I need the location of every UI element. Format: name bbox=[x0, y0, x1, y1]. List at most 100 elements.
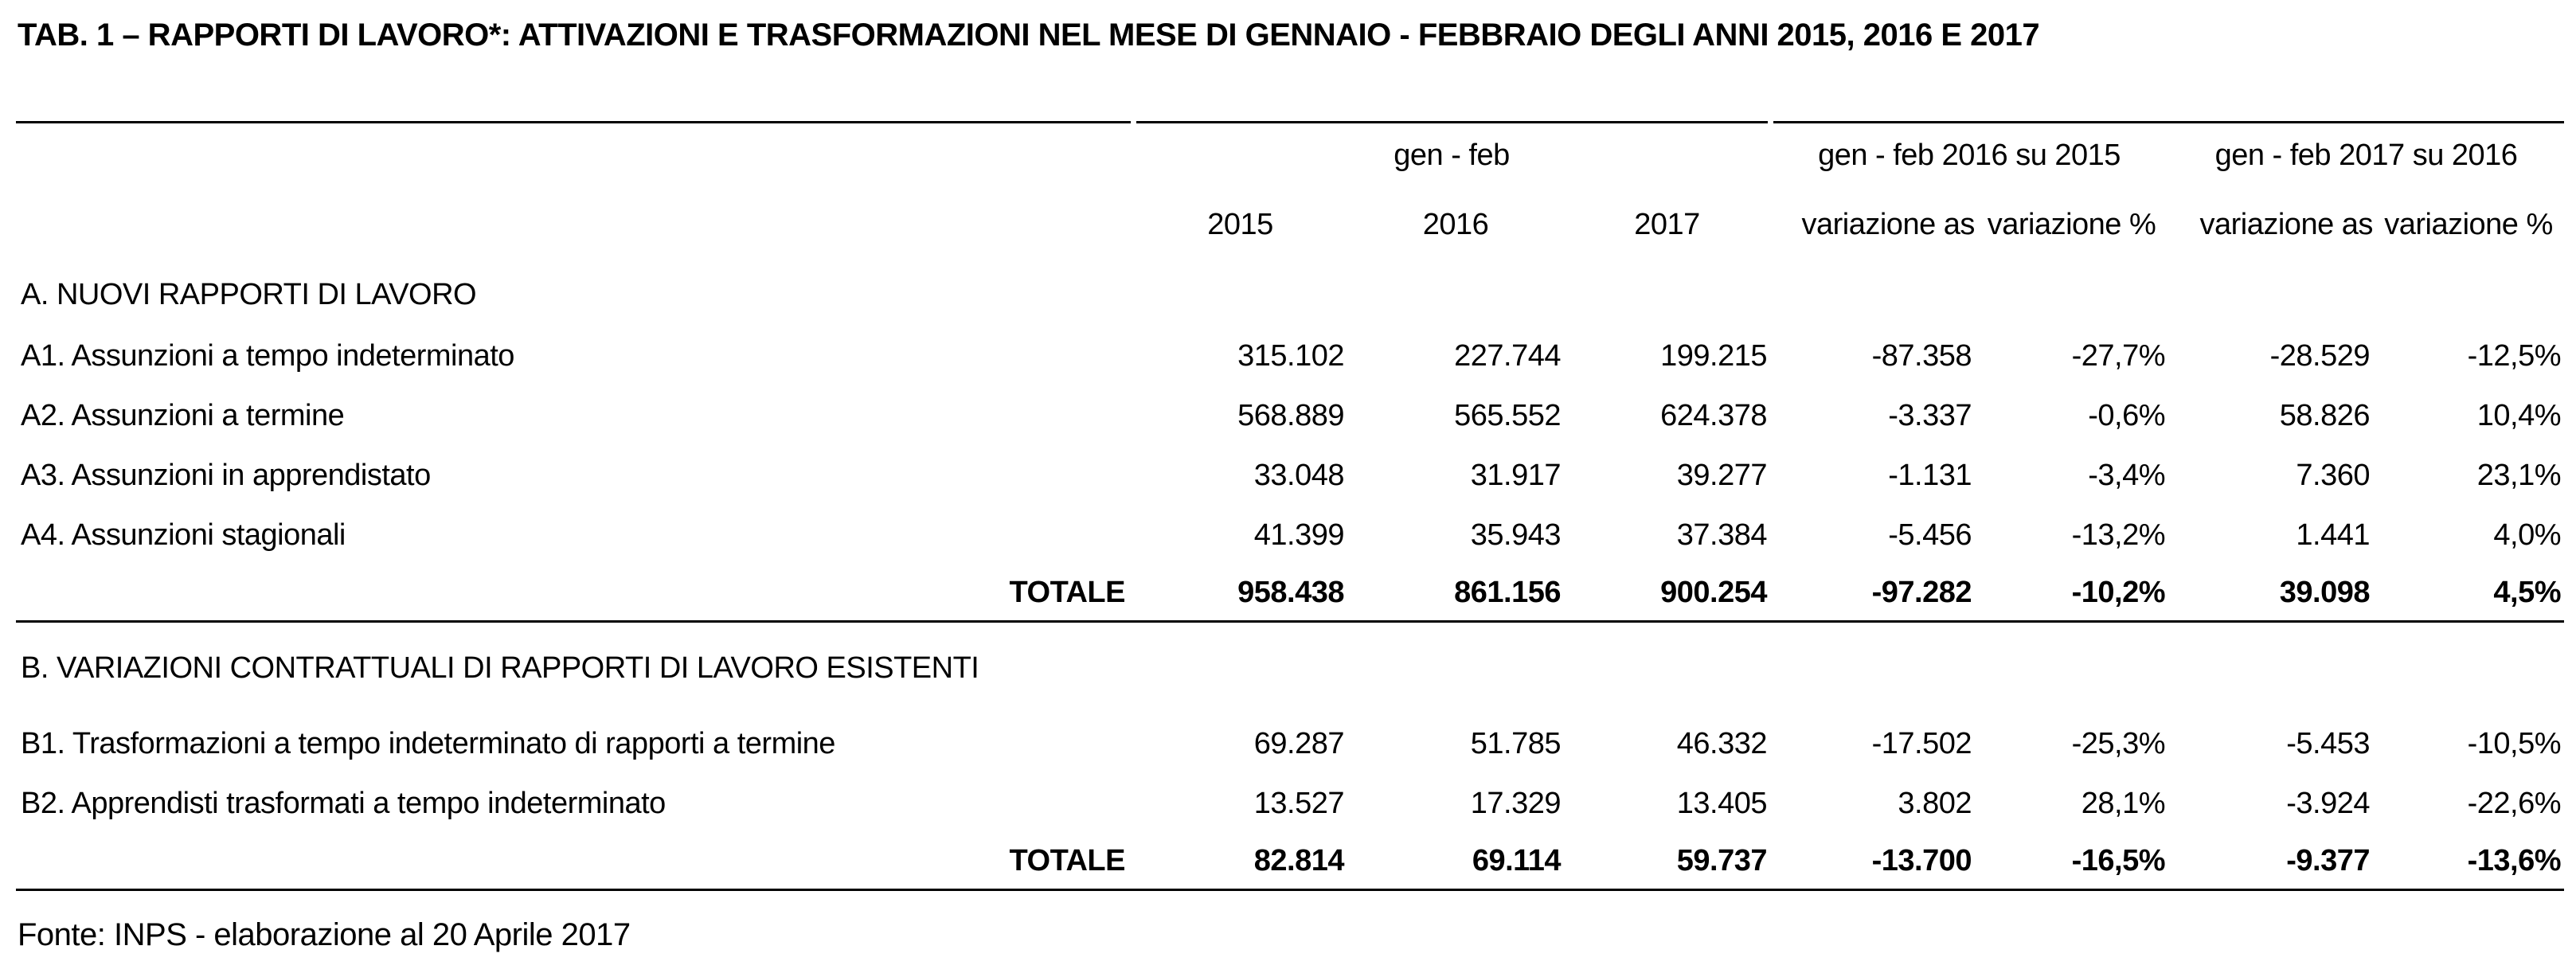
col-header-label: variazione assoluta bbox=[2199, 208, 2374, 242]
value-cell: 35.943 bbox=[1470, 518, 1562, 552]
table-top-rule-segment bbox=[1136, 121, 1768, 123]
total-value-cell: -97.282 bbox=[1770, 565, 1975, 623]
row-label: A1. Assunzioni a tempo indeterminato bbox=[21, 339, 514, 373]
value-cell: 17.329 bbox=[1470, 787, 1562, 820]
table-top-rule-segment bbox=[1773, 121, 2564, 123]
value-cell: 13.527 bbox=[1253, 787, 1345, 820]
row-label: A3. Assunzioni in apprendistato bbox=[21, 459, 431, 492]
row-label: B1. Trasformazioni a tempo indeterminato… bbox=[21, 727, 835, 760]
total-row: TOTALE 958.438 861.156 900.254 -97.282 -… bbox=[16, 565, 2564, 623]
section-b-heading: B. VARIAZIONI CONTRATTUALI DI RAPPORTI D… bbox=[21, 651, 979, 685]
total-value-cell: -13.700 bbox=[1770, 834, 1975, 891]
value-cell: 10,4% bbox=[2476, 399, 2562, 432]
value-cell: 31.917 bbox=[1470, 459, 1562, 492]
col-header-variazione-assoluta: variazione assoluta bbox=[2168, 187, 2374, 263]
value-cell: -12,5% bbox=[2467, 339, 2562, 373]
value-cell: -1.131 bbox=[1888, 459, 1972, 492]
table-row: A3. Assunzioni in apprendistato 33.048 3… bbox=[16, 446, 2564, 506]
value-cell: -13,2% bbox=[2071, 518, 2166, 552]
col-header-label: variazione assoluta bbox=[1801, 208, 1976, 242]
total-value-cell: -9.377 bbox=[2168, 834, 2373, 891]
table-row: B1. Trasformazioni a tempo indeterminato… bbox=[16, 714, 2564, 774]
value-cell: 3.802 bbox=[1898, 787, 1972, 820]
value-cell: -27,7% bbox=[2071, 339, 2166, 373]
header-spacer bbox=[16, 187, 1133, 263]
row-label: B2. Apprendisti trasformati a tempo inde… bbox=[21, 787, 666, 820]
col-header-label: variazione % bbox=[2384, 208, 2553, 242]
value-cell: 13.405 bbox=[1676, 787, 1768, 820]
value-cell: 565.552 bbox=[1454, 399, 1561, 432]
value-cell: -28.529 bbox=[2269, 339, 2371, 373]
section-heading-row: B. VARIAZIONI CONTRATTUALI DI RAPPORTI D… bbox=[16, 621, 2564, 714]
value-cell: -3.337 bbox=[1888, 399, 1972, 432]
page-title: TAB. 1 – RAPPORTI DI LAVORO*: ATTIVAZION… bbox=[18, 18, 2040, 53]
value-cell: 41.399 bbox=[1253, 518, 1345, 552]
col-header-label: variazione % bbox=[1987, 208, 2156, 242]
col-header-2017: 2017 bbox=[1634, 208, 1700, 241]
value-cell: 51.785 bbox=[1470, 727, 1562, 760]
total-value-cell: 900.254 bbox=[1564, 565, 1770, 623]
col-header-2015: 2015 bbox=[1207, 208, 1273, 241]
total-value-cell: 39.098 bbox=[2168, 565, 2373, 623]
value-cell: -0,6% bbox=[2088, 399, 2165, 432]
value-cell: 199.215 bbox=[1660, 339, 1767, 373]
value-cell: 58.826 bbox=[2279, 399, 2371, 432]
total-value-cell: -10,2% bbox=[1975, 565, 2168, 623]
header-spacer bbox=[16, 123, 1133, 187]
value-cell: 39.277 bbox=[1676, 459, 1768, 492]
row-label: A2. Assunzioni a termine bbox=[21, 399, 345, 432]
section-heading-row: A. NUOVI RAPPORTI DI LAVORO bbox=[16, 263, 2564, 326]
totale-label: TOTALE bbox=[16, 834, 1133, 891]
total-value-cell: 4,5% bbox=[2373, 565, 2564, 623]
table-row: A4. Assunzioni stagionali 41.399 35.943 … bbox=[16, 506, 2564, 565]
value-cell: 624.378 bbox=[1660, 399, 1767, 432]
labor-relations-table: gen - feb gen - feb 2016 su 2015 gen - f… bbox=[16, 123, 2564, 891]
total-value-cell: 861.156 bbox=[1347, 565, 1564, 623]
value-cell: 33.048 bbox=[1253, 459, 1345, 492]
value-cell: 23,1% bbox=[2476, 459, 2562, 492]
total-row: TOTALE 82.814 69.114 59.737 -13.700 -16,… bbox=[16, 834, 2564, 891]
column-group-header-row: gen - feb gen - feb 2016 su 2015 gen - f… bbox=[16, 123, 2564, 187]
col-group-gen-feb: gen - feb bbox=[1394, 138, 1510, 172]
value-cell: 568.889 bbox=[1237, 399, 1344, 432]
value-cell: 4,0% bbox=[2493, 518, 2561, 552]
table-row: B2. Apprendisti trasformati a tempo inde… bbox=[16, 774, 2564, 834]
value-cell: -25,3% bbox=[2071, 727, 2166, 760]
col-header-2016: 2016 bbox=[1422, 208, 1489, 241]
value-cell: 28,1% bbox=[2081, 787, 2166, 820]
section-a-heading: A. NUOVI RAPPORTI DI LAVORO bbox=[21, 277, 477, 311]
value-cell: -17.502 bbox=[1871, 727, 1972, 760]
table-row: A1. Assunzioni a tempo indeterminato 315… bbox=[16, 326, 2564, 386]
table-row: A2. Assunzioni a termine 568.889 565.552… bbox=[16, 386, 2564, 446]
col-header-variazione-pct: variazione % bbox=[1975, 187, 2168, 263]
total-value-cell: 82.814 bbox=[1133, 834, 1347, 891]
total-value-cell: -13,6% bbox=[2373, 834, 2564, 891]
table-top-rule-segment bbox=[16, 121, 1131, 123]
value-cell: 46.332 bbox=[1676, 727, 1768, 760]
value-cell: 227.744 bbox=[1454, 339, 1561, 373]
value-cell: -87.358 bbox=[1871, 339, 1972, 373]
value-cell: -3,4% bbox=[2088, 459, 2165, 492]
total-value-cell: 69.114 bbox=[1347, 834, 1564, 891]
value-cell: 315.102 bbox=[1237, 339, 1344, 373]
totale-label: TOTALE bbox=[16, 565, 1133, 623]
value-cell: -22,6% bbox=[2467, 787, 2562, 820]
value-cell: 69.287 bbox=[1253, 727, 1345, 760]
row-label: A4. Assunzioni stagionali bbox=[21, 518, 346, 552]
col-group-2017-su-2016: gen - feb 2017 su 2016 bbox=[2214, 138, 2518, 172]
value-cell: -10,5% bbox=[2467, 727, 2562, 760]
column-header-row: 2015 2016 2017 variazione assoluta varia… bbox=[16, 187, 2564, 263]
total-value-cell: 59.737 bbox=[1564, 834, 1770, 891]
total-value-cell: 958.438 bbox=[1133, 565, 1347, 623]
value-cell: -5.456 bbox=[1888, 518, 1972, 552]
source-note: Fonte: INPS - elaborazione al 20 Aprile … bbox=[18, 917, 631, 952]
total-value-cell: -16,5% bbox=[1975, 834, 2168, 891]
col-header-variazione-assoluta: variazione assoluta bbox=[1770, 187, 1976, 263]
value-cell: 37.384 bbox=[1676, 518, 1768, 552]
col-group-2016-su-2015: gen - feb 2016 su 2015 bbox=[1818, 138, 2121, 172]
col-header-variazione-pct: variazione % bbox=[2373, 187, 2564, 263]
value-cell: -3.924 bbox=[2286, 787, 2370, 820]
value-cell: 1.441 bbox=[2296, 518, 2370, 552]
value-cell: 7.360 bbox=[2296, 459, 2370, 492]
value-cell: -5.453 bbox=[2286, 727, 2370, 760]
